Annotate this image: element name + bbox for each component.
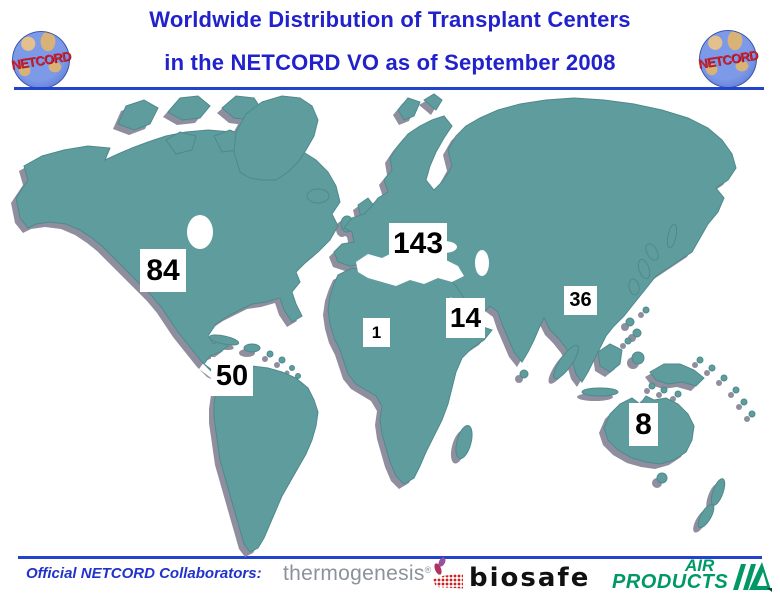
biosafe-logo: biosafe bbox=[433, 563, 590, 593]
air-products-line2: PRODUCTS bbox=[612, 571, 729, 593]
map-label-australia: 8 bbox=[629, 403, 658, 446]
map-label-middle-east: 14 bbox=[446, 298, 485, 338]
thermogenesis-logo: thermogenesis ® bbox=[283, 557, 448, 586]
air-products-line1: AIR bbox=[684, 556, 715, 575]
biosafe-halftone-icon bbox=[433, 573, 463, 589]
thermogenesis-wordmark: thermogenesis bbox=[283, 562, 425, 585]
collaborators-label: Official NETCORD Collaborators: bbox=[26, 565, 262, 582]
map-label-north-africa: 1 bbox=[363, 318, 390, 347]
registered-mark: ® bbox=[424, 565, 432, 575]
air-products-triangle-icon bbox=[733, 562, 773, 592]
map-label-north-america: 84 bbox=[140, 249, 186, 292]
air-products-wordmark: AIR PRODUCTS bbox=[612, 556, 729, 593]
thermogenesis-flower-icon bbox=[434, 557, 446, 575]
footer-divider-line bbox=[18, 556, 762, 559]
page-title-line-2: in the NETCORD VO as of September 2008 bbox=[164, 50, 616, 75]
netcord-logo-left: NETCORD bbox=[10, 31, 72, 89]
page-title-line-1: Worldwide Distribution of Transplant Cen… bbox=[149, 7, 631, 32]
netcord-logo-right: NETCORD bbox=[697, 30, 759, 88]
header-divider-line bbox=[14, 87, 764, 90]
air-products-logo: AIR PRODUCTS bbox=[612, 556, 773, 594]
map-label-south-america: 50 bbox=[211, 357, 253, 396]
map-label-east-asia: 36 bbox=[564, 286, 597, 315]
map-label-europe: 143 bbox=[389, 223, 447, 264]
biosafe-wordmark: biosafe bbox=[469, 563, 591, 593]
